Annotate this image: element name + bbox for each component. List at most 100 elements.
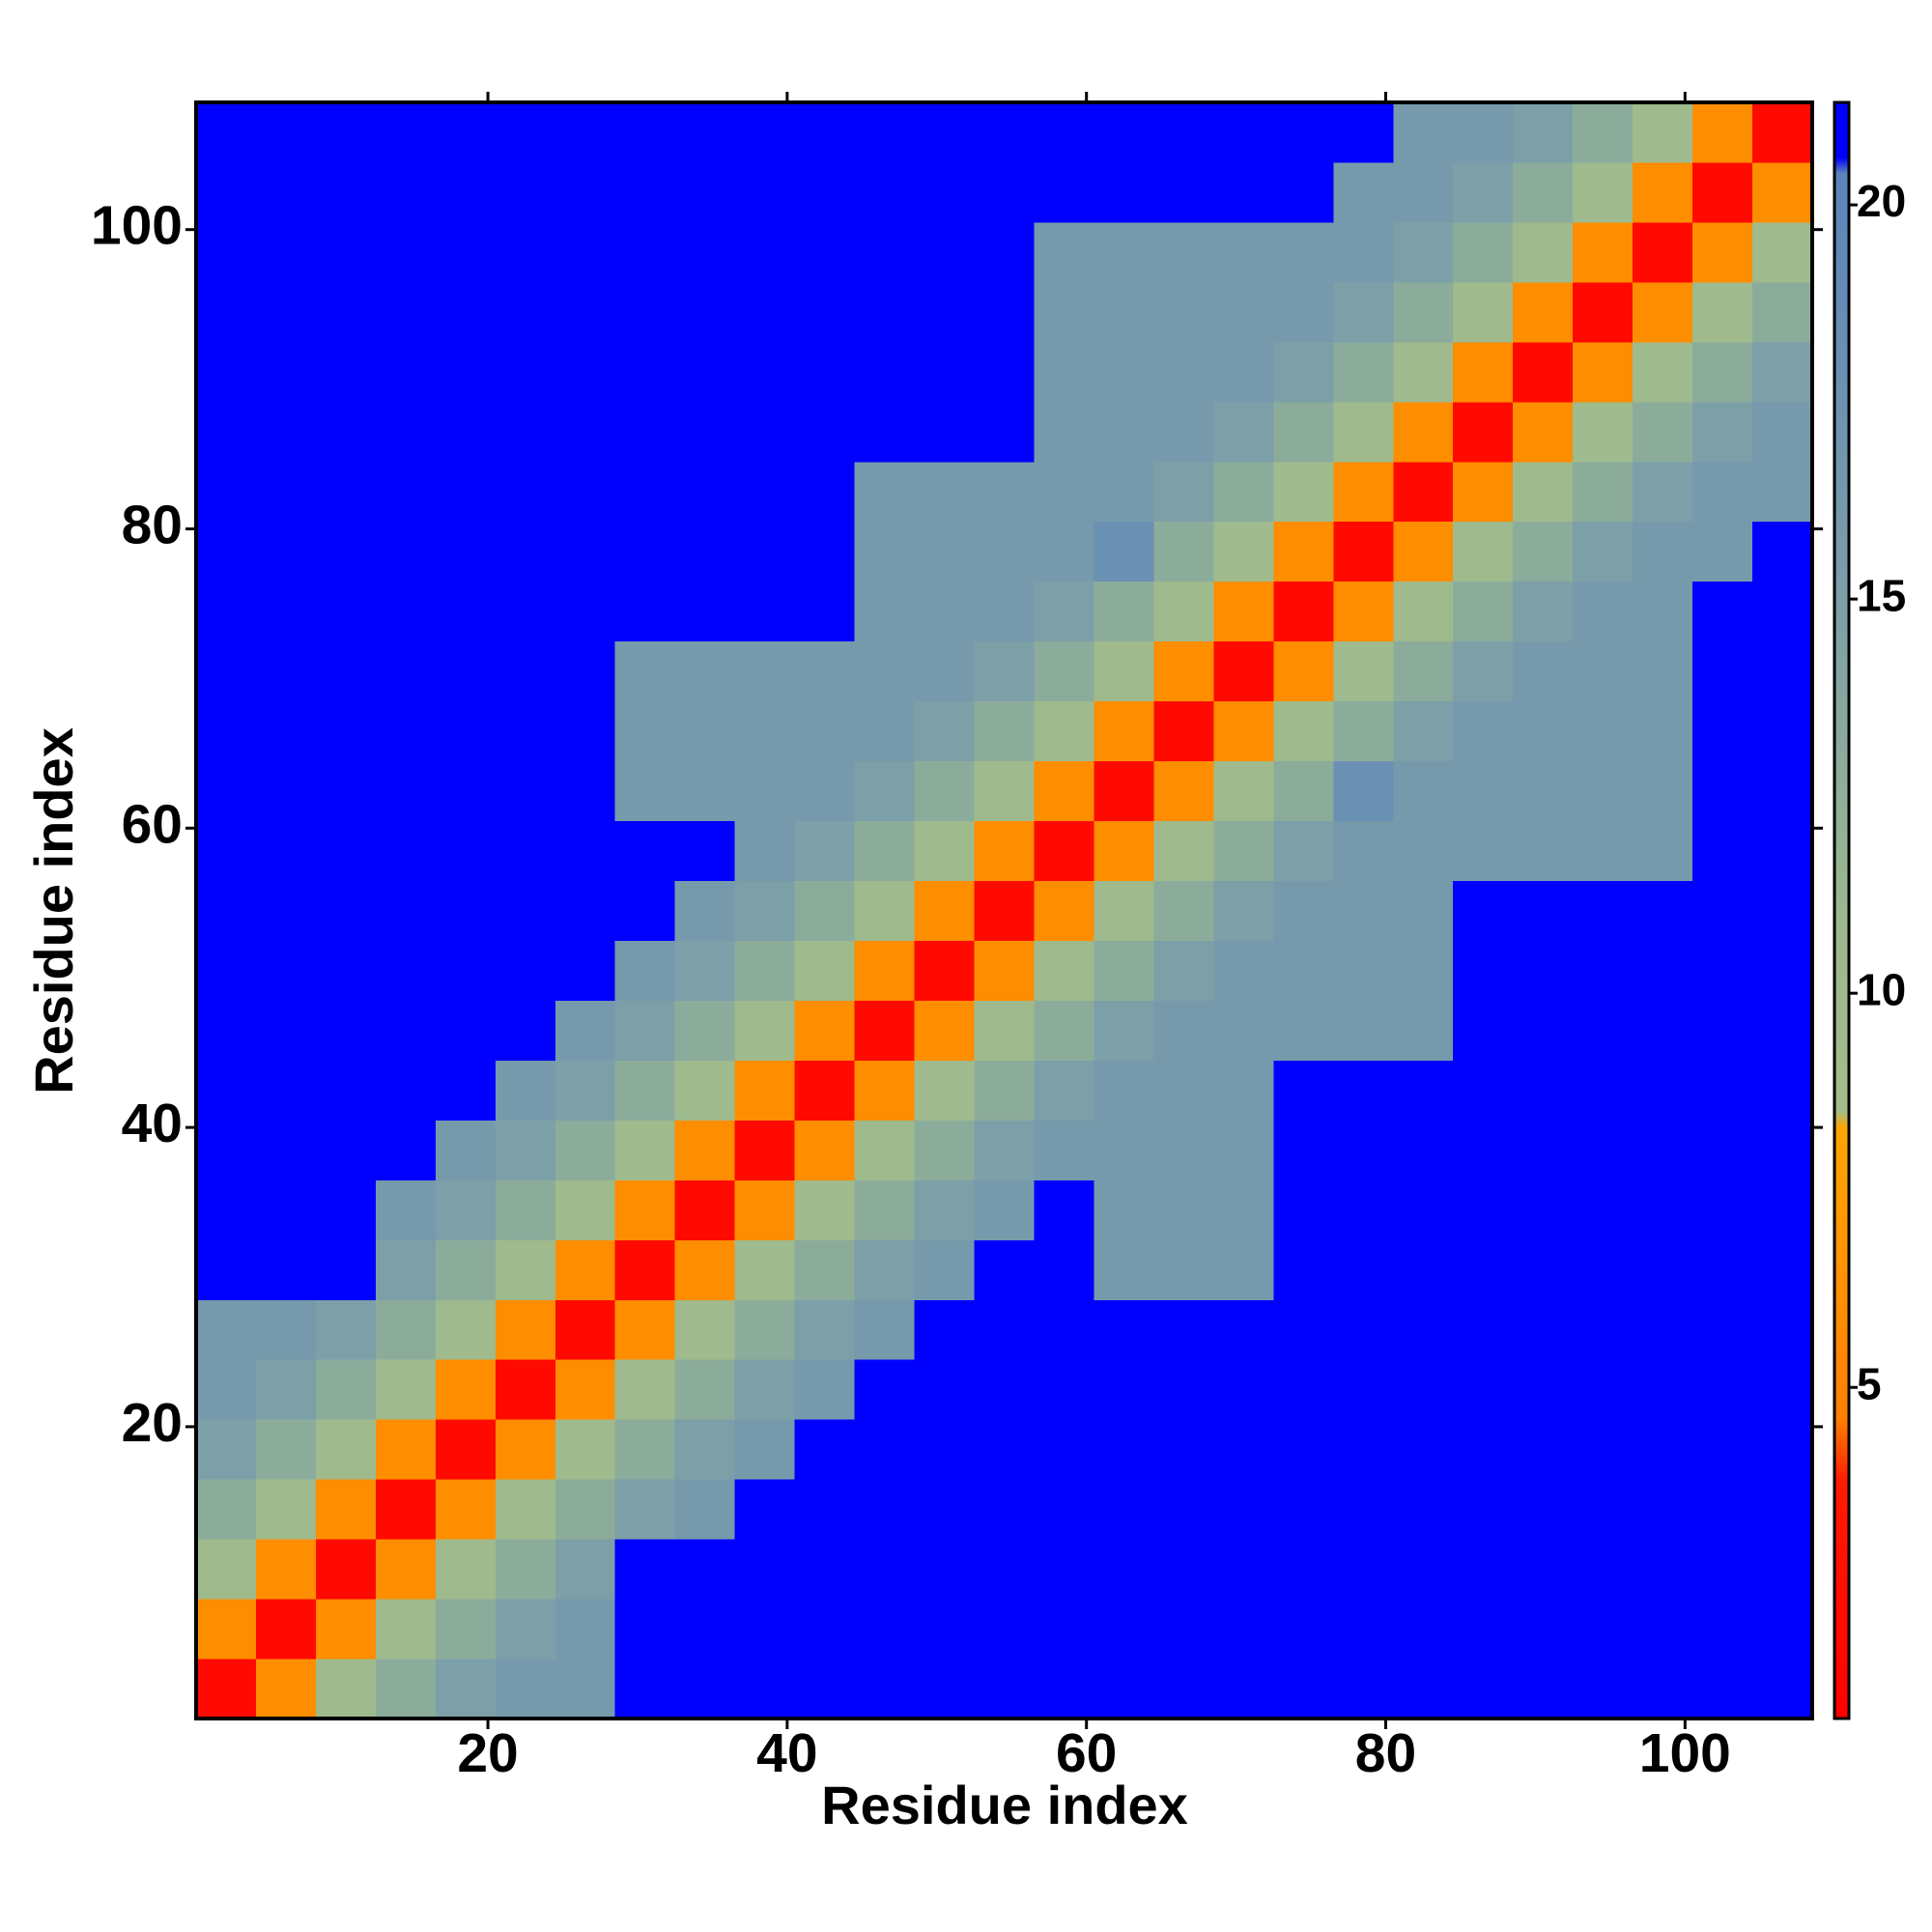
heatmap-cell [734,700,796,762]
heatmap-cell [1094,1479,1154,1540]
heatmap-cell [1393,221,1454,283]
heatmap-cell [974,1299,1035,1360]
heatmap-cell [1513,1599,1574,1660]
heatmap-cell [674,1000,736,1061]
heatmap-cell [196,1539,257,1600]
heatmap-cell [1692,102,1753,163]
heatmap-cell [1153,1060,1214,1121]
heatmap-cell [1273,1479,1334,1540]
heatmap-cell [495,1359,556,1420]
heatmap-cell [1453,880,1514,941]
heatmap-cell [1094,102,1154,163]
heatmap-cell [196,1299,257,1360]
heatmap-cell [1153,341,1214,403]
heatmap-cell [1213,281,1274,343]
heatmap-cell [315,1479,377,1540]
heatmap-cell [854,1060,916,1121]
heatmap-cell [1213,640,1274,702]
heatmap-cell [614,221,676,283]
heatmap-cell [1752,161,1813,223]
heatmap-cell [1153,1599,1214,1660]
heatmap-cell [1752,1419,1813,1480]
heatmap-cell [974,341,1035,403]
heatmap-cell [1752,1239,1813,1300]
heatmap-cell [674,820,736,882]
heatmap-cell [1153,1239,1214,1300]
heatmap-cell [1633,1239,1693,1300]
heatmap-cell [1213,1120,1274,1180]
heatmap-cell [1453,401,1514,463]
heatmap-cell [614,1359,676,1420]
heatmap-cell [495,102,556,163]
heatmap-cell [1273,1239,1334,1300]
heatmap-cell [1573,880,1634,941]
heatmap-cell [196,581,257,642]
heatmap-cell [974,880,1035,941]
heatmap-cell [196,1359,257,1420]
heatmap-cell [315,1120,377,1180]
heatmap-cell [255,1120,317,1180]
heatmap-cell [734,1179,796,1240]
heatmap-cell [1094,341,1154,403]
heatmap-cell [495,1539,556,1600]
heatmap-cell [914,581,976,642]
heatmap-cell [614,1000,676,1061]
heatmap-cell [1573,1060,1634,1121]
heatmap-cell [1094,880,1154,941]
heatmap-cell [1752,521,1813,582]
heatmap-cell [734,341,796,403]
heatmap-cell [315,221,377,283]
heatmap-cell [1633,640,1693,702]
heatmap-cell [1633,1659,1693,1719]
heatmap-cell [255,401,317,463]
heatmap-cell [614,1299,676,1360]
heatmap-cell [315,581,377,642]
heatmap-cell [1333,760,1394,822]
heatmap-cell [435,1299,497,1360]
heatmap-cell [196,341,257,403]
heatmap-cell [1273,521,1334,582]
heatmap-cell [255,1060,317,1121]
heatmap-cell [255,880,317,941]
heatmap-cell [495,880,556,941]
heatmap-cell [1453,1000,1514,1061]
heatmap-cell [974,820,1035,882]
heatmap-cell [614,1479,676,1540]
heatmap-cell [554,940,616,1001]
heatmap-cell [1153,940,1214,1001]
heatmap-cell [914,1359,976,1420]
heatmap-cell [1393,1599,1454,1660]
y-tick-label: 80 [122,495,183,556]
heatmap-cell [255,581,317,642]
heatmap-cell [914,940,976,1001]
heatmap-cell [674,1539,736,1600]
heatmap-cell [1513,281,1574,343]
heatmap-cell [196,161,257,223]
heatmap-cell [1633,161,1693,223]
heatmap-cell [1633,1359,1693,1420]
heatmap-cell [1752,1000,1813,1061]
heatmap-cell [854,940,916,1001]
heatmap-cell [674,1479,736,1540]
heatmap-cell [1273,1120,1334,1180]
heatmap-cell [375,880,437,941]
heatmap-cell [375,1179,437,1240]
heatmap-cell [1692,281,1753,343]
heatmap-cell [914,1659,976,1719]
heatmap-cell [914,1120,976,1180]
heatmap-cell [1573,1299,1634,1360]
heatmap-cell [375,161,437,223]
heatmap-cell [1513,1419,1574,1480]
heatmap-cell [1213,161,1274,223]
x-tick-label: 80 [1355,1722,1416,1784]
heatmap-cell [734,1419,796,1480]
heatmap-cell [1633,760,1693,822]
heatmap-cell [1393,1299,1454,1360]
heatmap-cell [974,1539,1035,1600]
heatmap-cell [734,1060,796,1121]
heatmap-cell [794,1000,856,1061]
heatmap-cell [674,940,736,1001]
heatmap-cell [1273,581,1334,642]
heatmap-cell [554,1000,616,1061]
heatmap-cell [1573,1120,1634,1180]
